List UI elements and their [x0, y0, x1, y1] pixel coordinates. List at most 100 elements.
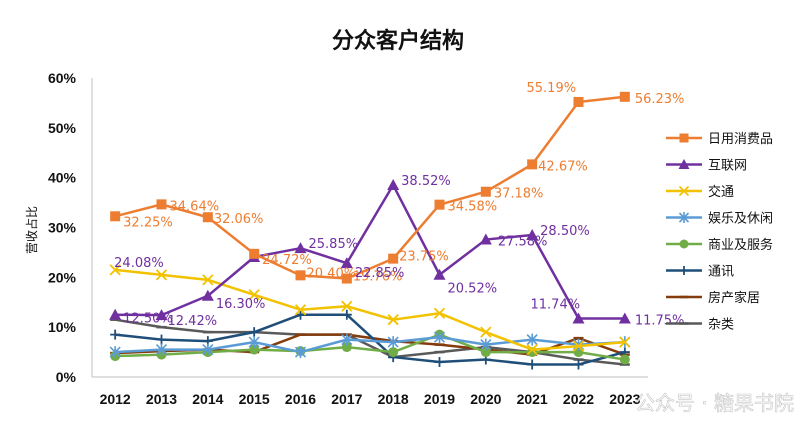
data-point [480, 338, 492, 351]
x-tick-label: 2012 [100, 391, 131, 407]
series-line [115, 183, 625, 320]
data-point [155, 309, 168, 321]
data-point [109, 264, 121, 276]
data-point [480, 347, 491, 358]
data-point [249, 248, 260, 259]
data-label: 22.85% [355, 266, 405, 281]
data-point [341, 342, 352, 353]
series-triangle [109, 179, 631, 324]
data-point [340, 257, 353, 269]
y-tick-label: 10% [48, 319, 77, 335]
x-tick-label: 2023 [609, 391, 640, 407]
series-square [110, 91, 630, 284]
legend-item: 通讯 [666, 265, 734, 280]
data-label: 24.08% [114, 256, 164, 271]
data-point [387, 336, 399, 349]
data-point [679, 133, 689, 143]
data-label: 42.67% [538, 159, 588, 174]
data-point [480, 326, 492, 338]
data-point [572, 338, 585, 351]
data-point [619, 336, 631, 348]
legend-item: 房产家居 [666, 290, 760, 306]
data-point [434, 357, 445, 368]
data-point [110, 211, 121, 222]
data-point [156, 199, 167, 210]
data-point [433, 268, 446, 280]
data-point [679, 266, 689, 275]
data-point [526, 228, 539, 240]
data-point [249, 327, 260, 338]
legend-label: 房产家居 [708, 290, 760, 306]
data-point [388, 347, 399, 358]
x-tick-label: 2019 [424, 391, 455, 407]
data-label: 32.25% [123, 215, 173, 230]
y-tick-label: 0% [56, 369, 77, 385]
data-point [295, 270, 306, 281]
y-tick-label: 50% [48, 120, 77, 136]
data-point [619, 91, 630, 102]
data-label: 34.58% [448, 200, 498, 215]
series-line [115, 313, 626, 366]
series-line [115, 268, 625, 351]
y-tick-label: 40% [48, 170, 77, 186]
data-point [572, 340, 585, 352]
data-point [201, 289, 214, 301]
data-point [294, 346, 307, 359]
x-tick-label: 2021 [517, 391, 548, 407]
data-point [109, 308, 122, 320]
legend-item: 杂类 [666, 318, 734, 333]
data-point [678, 185, 690, 197]
data-label: 34.64% [170, 199, 220, 214]
data-label: 37.18% [494, 187, 544, 202]
data-label: 20.40% [307, 266, 357, 281]
data-point [572, 312, 585, 324]
watermark: 公众号 · 糖果书院 [635, 391, 794, 415]
series-line [114, 95, 625, 280]
data-point [526, 343, 538, 356]
data-point [294, 304, 307, 316]
data-label: 27.58% [498, 235, 548, 250]
legend-item: 娱乐及休闲 [666, 212, 773, 227]
data-point [433, 331, 446, 344]
legend-item: 交通 [666, 184, 734, 200]
series-plus [110, 309, 630, 370]
data-point [155, 269, 168, 281]
data-point [341, 309, 352, 320]
data-point [619, 354, 630, 365]
data-label: 28.50% [540, 224, 590, 239]
data-point [249, 344, 260, 355]
data-point [678, 212, 690, 223]
data-label: 19.76% [353, 270, 403, 285]
data-point [341, 300, 353, 312]
legend-label: 通讯 [708, 265, 734, 280]
data-label: 25.85% [309, 237, 359, 252]
data-point [480, 186, 491, 197]
x-tick-label: 2020 [470, 391, 501, 407]
legend-label: 杂类 [708, 318, 734, 333]
legend-label: 互联网 [708, 159, 747, 174]
data-point [109, 346, 121, 359]
data-labels: 32.25%34.64%32.06% 24.72%20.40%19.76% 23.7… [114, 81, 684, 329]
data-label: 11.75% [635, 313, 685, 328]
y-tick-label: 60% [48, 70, 77, 86]
data-point [294, 242, 307, 254]
data-point [573, 96, 584, 107]
legend-item: 互联网 [666, 159, 747, 174]
data-point [527, 359, 538, 370]
data-label: 12.50% [123, 312, 173, 327]
data-point [202, 274, 214, 286]
data-point [527, 159, 538, 170]
data-label: 11.74% [531, 297, 581, 312]
data-label: 16.30% [216, 297, 266, 312]
data-point [341, 333, 353, 346]
data-point [387, 179, 400, 191]
chart-title: 分众客户结构 [332, 28, 464, 54]
data-point [679, 239, 689, 249]
data-point [618, 312, 631, 324]
data-label: 12.42% [168, 314, 218, 329]
series-lines [109, 91, 631, 370]
data-point [155, 343, 168, 356]
data-point [573, 359, 584, 370]
